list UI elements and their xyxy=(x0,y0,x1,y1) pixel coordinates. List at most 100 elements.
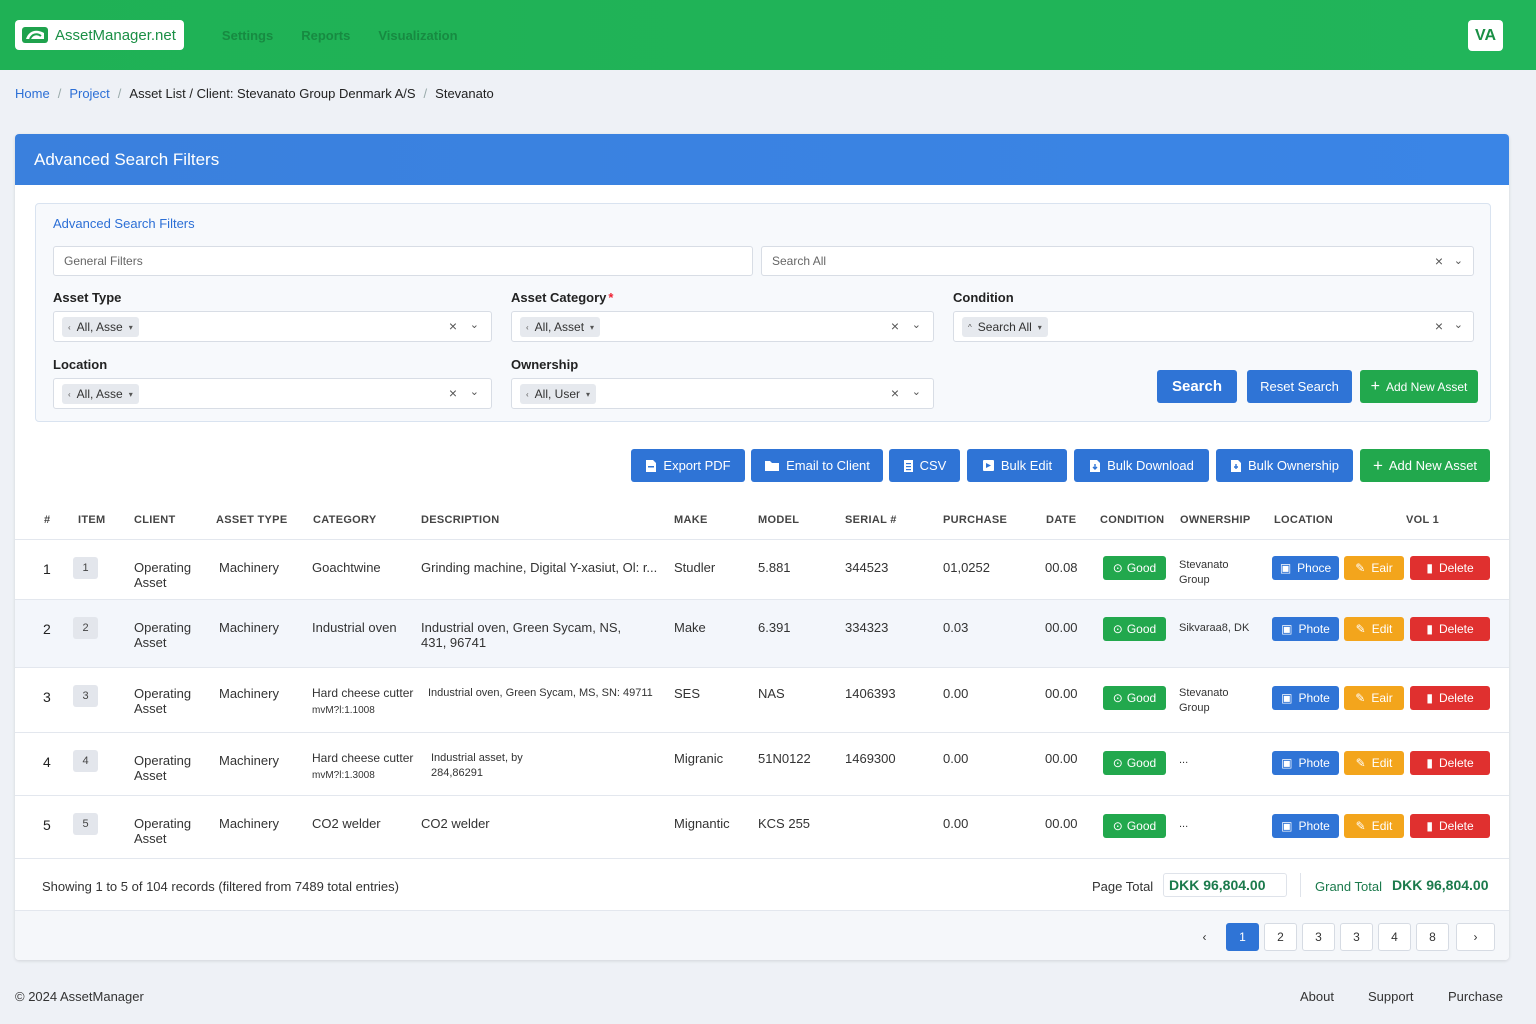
photo-button[interactable]: ▣ Phote xyxy=(1272,686,1339,710)
csv-button[interactable]: CSV xyxy=(889,449,960,482)
col-description[interactable]: DESCRIPTION xyxy=(421,514,500,526)
edit-button[interactable]: ✎ Edit xyxy=(1344,751,1404,775)
chevron-down-icon[interactable]: ⌄ xyxy=(1453,319,1463,331)
clear-icon[interactable]: × xyxy=(1434,253,1443,269)
photo-button[interactable]: ▣ Phote xyxy=(1272,751,1339,775)
col-serial[interactable]: SERIAL # xyxy=(845,514,897,526)
date-cell: 00.00 xyxy=(1045,620,1078,635)
asset-type-select[interactable]: ‹ All, Asse ▾ × ⌄ xyxy=(53,311,492,342)
location-chip[interactable]: ‹ All, Asse ▾ xyxy=(62,384,139,404)
breadcrumb-project[interactable]: Project xyxy=(69,86,110,101)
client-cell: Operating Asset xyxy=(134,620,191,650)
delete-button[interactable]: ▮ Delete xyxy=(1410,617,1490,641)
photo-button[interactable]: ▣ Phote xyxy=(1272,814,1339,838)
pagination-page[interactable]: 1 xyxy=(1226,923,1259,951)
delete-button[interactable]: ▮ Delete xyxy=(1410,556,1490,580)
photo-button[interactable]: ▣ Phote xyxy=(1272,617,1339,641)
delete-button[interactable]: ▮ Delete xyxy=(1410,686,1490,710)
col-ownership[interactable]: OWNERSHIP xyxy=(1180,514,1251,526)
photo-button[interactable]: ▣ Phoce xyxy=(1272,556,1339,580)
breadcrumb-current: Asset List / Client: Stevanato Group Den… xyxy=(129,86,416,101)
condition-chip[interactable]: ^ Search All ▾ xyxy=(962,317,1048,337)
chevron-down-icon[interactable]: ⌄ xyxy=(1453,255,1463,267)
nav-visualization[interactable]: Visualization xyxy=(378,27,458,43)
chevron-down-icon[interactable]: ⌄ xyxy=(911,319,921,331)
bulk-ownership-button[interactable]: Bulk Ownership xyxy=(1216,449,1353,482)
plus-icon: + xyxy=(1372,455,1383,475)
location-select[interactable]: ‹ All, Asse ▾ × ⌄ xyxy=(53,378,492,409)
pagination-prev[interactable]: ‹ xyxy=(1202,930,1207,944)
clear-icon[interactable]: × xyxy=(1434,318,1443,334)
col-vol[interactable]: VOL 1 xyxy=(1406,514,1440,526)
clear-icon[interactable]: × xyxy=(890,385,899,401)
col-purchase[interactable]: PURCHASE xyxy=(943,514,1008,526)
clear-icon[interactable]: × xyxy=(448,385,457,401)
table-row[interactable]: 5 5 Operating Asset Machinery CO2 welder … xyxy=(15,795,1509,858)
model-cell: 6.391 xyxy=(758,620,791,635)
table-row[interactable]: 2 2 Operating Asset Machinery Industrial … xyxy=(15,599,1509,667)
pagination-page[interactable]: 4 xyxy=(1378,923,1411,951)
col-category[interactable]: CATEGORY xyxy=(313,514,377,526)
app-logo[interactable]: AssetManager.net xyxy=(15,20,184,50)
ownership-select[interactable]: ‹ All, User ▾ × ⌄ xyxy=(511,378,934,409)
col-client[interactable]: CLIENT xyxy=(134,514,176,526)
col-asset-type[interactable]: ASSET TYPE xyxy=(216,514,288,526)
photo-label: Phote xyxy=(1298,622,1330,636)
chevron-down-icon[interactable]: ⌄ xyxy=(469,386,479,398)
delete-button[interactable]: ▮ Delete xyxy=(1410,751,1490,775)
table-row[interactable]: 3 3 Operating Asset Machinery Hard cheese… xyxy=(15,667,1509,732)
email-client-button[interactable]: Email to Client xyxy=(751,449,883,482)
col-num[interactable]: # xyxy=(44,514,51,526)
col-location[interactable]: LOCATION xyxy=(1274,514,1334,526)
general-filters-input[interactable]: General Filters xyxy=(53,246,753,276)
export-pdf-button[interactable]: Export PDF xyxy=(631,449,745,482)
ownership-chip[interactable]: ‹ All, User ▾ xyxy=(520,384,597,404)
add-new-asset-button-filter[interactable]: + Add New Asset xyxy=(1360,370,1478,403)
client-cell: Operating Asset xyxy=(134,560,191,590)
nav-settings[interactable]: Settings xyxy=(221,27,274,43)
edit-button[interactable]: ✎ Edit xyxy=(1344,814,1404,838)
col-date[interactable]: DATE xyxy=(1046,514,1077,526)
search-all-select[interactable]: Search All × ⌄ xyxy=(761,246,1474,276)
edit-label: Edit xyxy=(1371,622,1393,636)
col-condition[interactable]: CONDITION xyxy=(1100,514,1165,526)
pagination-page[interactable]: 3 xyxy=(1302,923,1335,951)
row-number: 1 xyxy=(43,561,51,577)
table-row[interactable]: 4 4 Operating Asset Machinery Hard cheese… xyxy=(15,732,1509,795)
card-header: Advanced Search Filters xyxy=(15,134,1509,185)
footer-purchase-link[interactable]: Purchase xyxy=(1448,989,1503,1004)
clear-icon[interactable]: × xyxy=(890,318,899,334)
description-cell: CO2 welder xyxy=(421,816,490,831)
breadcrumb-home[interactable]: Home xyxy=(15,86,50,101)
edit-label: Eair xyxy=(1371,691,1393,705)
client-cell: Operating Asset xyxy=(134,816,191,846)
pagination-page[interactable]: 3 xyxy=(1340,923,1373,951)
table-row[interactable]: 1 1 Operating Asset Machinery Goachtwine … xyxy=(15,539,1509,599)
nav-reports[interactable]: Reports xyxy=(301,27,351,43)
search-button[interactable]: Search xyxy=(1157,370,1237,403)
add-new-asset-button[interactable]: + Add New Asset xyxy=(1360,449,1490,482)
bulk-edit-button[interactable]: Bulk Edit xyxy=(967,449,1067,482)
edit-button[interactable]: ✎ Eair xyxy=(1344,556,1404,580)
chevron-down-icon[interactable]: ⌄ xyxy=(469,319,479,331)
clear-icon[interactable]: × xyxy=(448,318,457,334)
asset-category-select[interactable]: ‹ All, Asset ▾ × ⌄ xyxy=(511,311,934,342)
reset-search-button[interactable]: Reset Search xyxy=(1247,370,1352,403)
pagination-next[interactable]: › xyxy=(1456,923,1495,951)
footer-about-link[interactable]: About xyxy=(1300,989,1334,1004)
delete-button[interactable]: ▮ Delete xyxy=(1410,814,1490,838)
col-make[interactable]: MAKE xyxy=(674,514,708,526)
edit-button[interactable]: ✎ Eair xyxy=(1344,686,1404,710)
col-item[interactable]: ITEM xyxy=(78,514,106,526)
pagination-page[interactable]: 2 xyxy=(1264,923,1297,951)
edit-button[interactable]: ✎ Edit xyxy=(1344,617,1404,641)
asset-type-chip[interactable]: ‹ All, Asse ▾ xyxy=(62,317,139,337)
footer-support-link[interactable]: Support xyxy=(1368,989,1414,1004)
chevron-down-icon[interactable]: ⌄ xyxy=(911,386,921,398)
pagination-page[interactable]: 8 xyxy=(1416,923,1449,951)
bulk-download-button[interactable]: Bulk Download xyxy=(1074,449,1209,482)
col-model[interactable]: MODEL xyxy=(758,514,800,526)
asset-category-chip[interactable]: ‹ All, Asset ▾ xyxy=(520,317,601,337)
condition-select[interactable]: ^ Search All ▾ × ⌄ xyxy=(953,311,1474,342)
user-avatar[interactable]: VA xyxy=(1468,20,1503,51)
